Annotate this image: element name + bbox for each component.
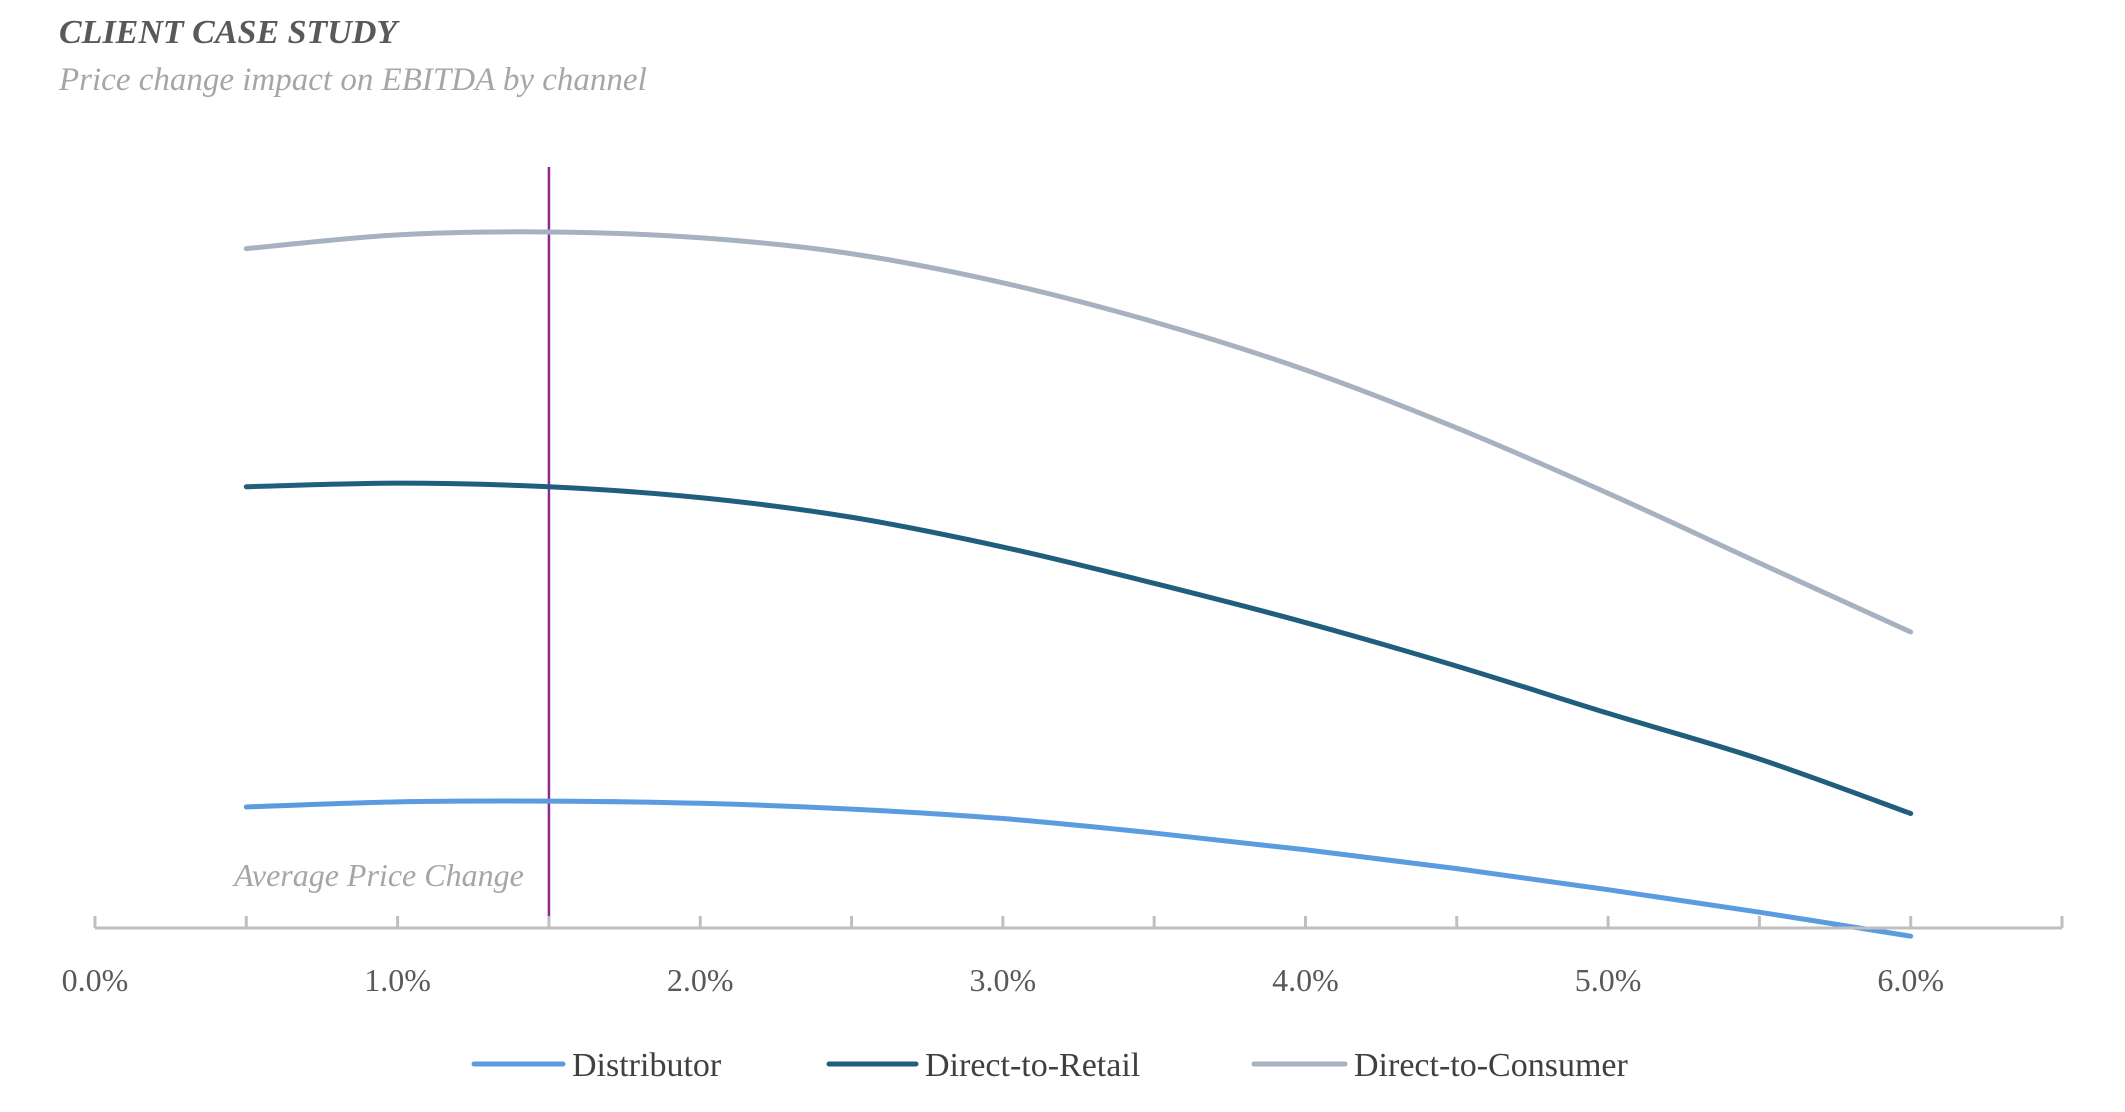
x-axis: 0.0% 1.0% 2.0% 3.0% 4.0% 5.0% 6.0% — [62, 916, 2064, 998]
legend-item-direct-to-retail: Direct-to-Retail — [826, 1047, 1140, 1084]
legend-item-distributor: Distributor — [471, 1047, 722, 1084]
series-layer — [243, 229, 1914, 939]
x-tick-label: 3.0% — [970, 962, 1037, 998]
annotation-layer: Average Price Change — [232, 167, 551, 922]
legend-item-direct-to-consumer: Direct-to-Consumer — [1251, 1047, 1628, 1084]
series-line-direct-to-consumer — [243, 229, 1914, 635]
average-price-change-label: Average Price Change — [232, 857, 524, 893]
series-line-direct-to-retail — [243, 480, 1914, 816]
x-tick-label: 6.0% — [1877, 962, 1944, 998]
chart-title: CLIENT CASE STUDY — [59, 14, 398, 51]
legend-label: Direct-to-Consumer — [1354, 1047, 1628, 1084]
legend-label: Direct-to-Retail — [925, 1047, 1140, 1084]
legend: Distributor Direct-to-Retail Direct-to-Con… — [471, 1047, 1628, 1084]
x-tick-label: 0.0% — [62, 962, 129, 998]
x-tick-label: 4.0% — [1272, 962, 1339, 998]
x-tick-label: 5.0% — [1575, 962, 1642, 998]
legend-label: Distributor — [572, 1047, 722, 1084]
x-tick-label: 2.0% — [667, 962, 734, 998]
chart-subtitle: Price change impact on EBITDA by channel — [59, 62, 647, 98]
x-tick-label: 1.0% — [364, 962, 431, 998]
series-line-distributor — [243, 798, 1914, 939]
